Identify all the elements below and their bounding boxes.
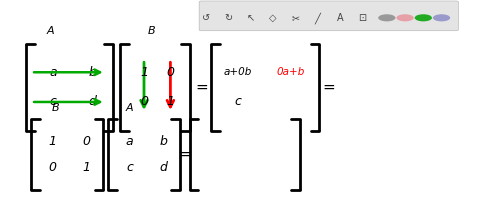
Text: =: = — [195, 80, 208, 95]
Text: A: A — [47, 26, 54, 36]
Text: 1: 1 — [83, 161, 90, 174]
Text: ↻: ↻ — [225, 13, 233, 23]
Text: B: B — [51, 103, 59, 113]
Text: d: d — [88, 95, 96, 109]
Text: ↖: ↖ — [247, 13, 255, 23]
Text: ✂: ✂ — [291, 13, 300, 23]
Text: a+0b: a+0b — [223, 67, 252, 77]
Text: 0: 0 — [140, 95, 148, 109]
Text: 1: 1 — [140, 66, 148, 79]
Text: =: = — [323, 80, 335, 95]
Text: c: c — [49, 95, 56, 109]
Text: a: a — [49, 66, 57, 79]
Text: c: c — [126, 161, 133, 174]
Text: 0: 0 — [49, 161, 57, 174]
Text: B: B — [147, 26, 155, 36]
Text: b: b — [159, 135, 167, 148]
Text: A: A — [336, 13, 343, 23]
Circle shape — [378, 14, 396, 21]
Text: 1: 1 — [49, 135, 57, 148]
Text: d: d — [159, 161, 167, 174]
Text: ◇: ◇ — [269, 13, 277, 23]
Circle shape — [433, 14, 450, 21]
Text: 1: 1 — [167, 95, 174, 109]
Text: =: = — [179, 147, 191, 162]
Text: 0: 0 — [83, 135, 90, 148]
Text: ↺: ↺ — [203, 13, 210, 23]
FancyBboxPatch shape — [199, 1, 458, 31]
Text: 0: 0 — [167, 66, 174, 79]
Text: b: b — [88, 66, 96, 79]
Text: c: c — [234, 95, 241, 109]
Circle shape — [396, 14, 414, 21]
Text: 0a+b: 0a+b — [276, 67, 305, 77]
Text: ⊡: ⊡ — [358, 13, 366, 23]
Text: ╱: ╱ — [315, 12, 321, 24]
Text: a: a — [126, 135, 133, 148]
Text: A: A — [126, 103, 133, 113]
Circle shape — [415, 14, 432, 21]
